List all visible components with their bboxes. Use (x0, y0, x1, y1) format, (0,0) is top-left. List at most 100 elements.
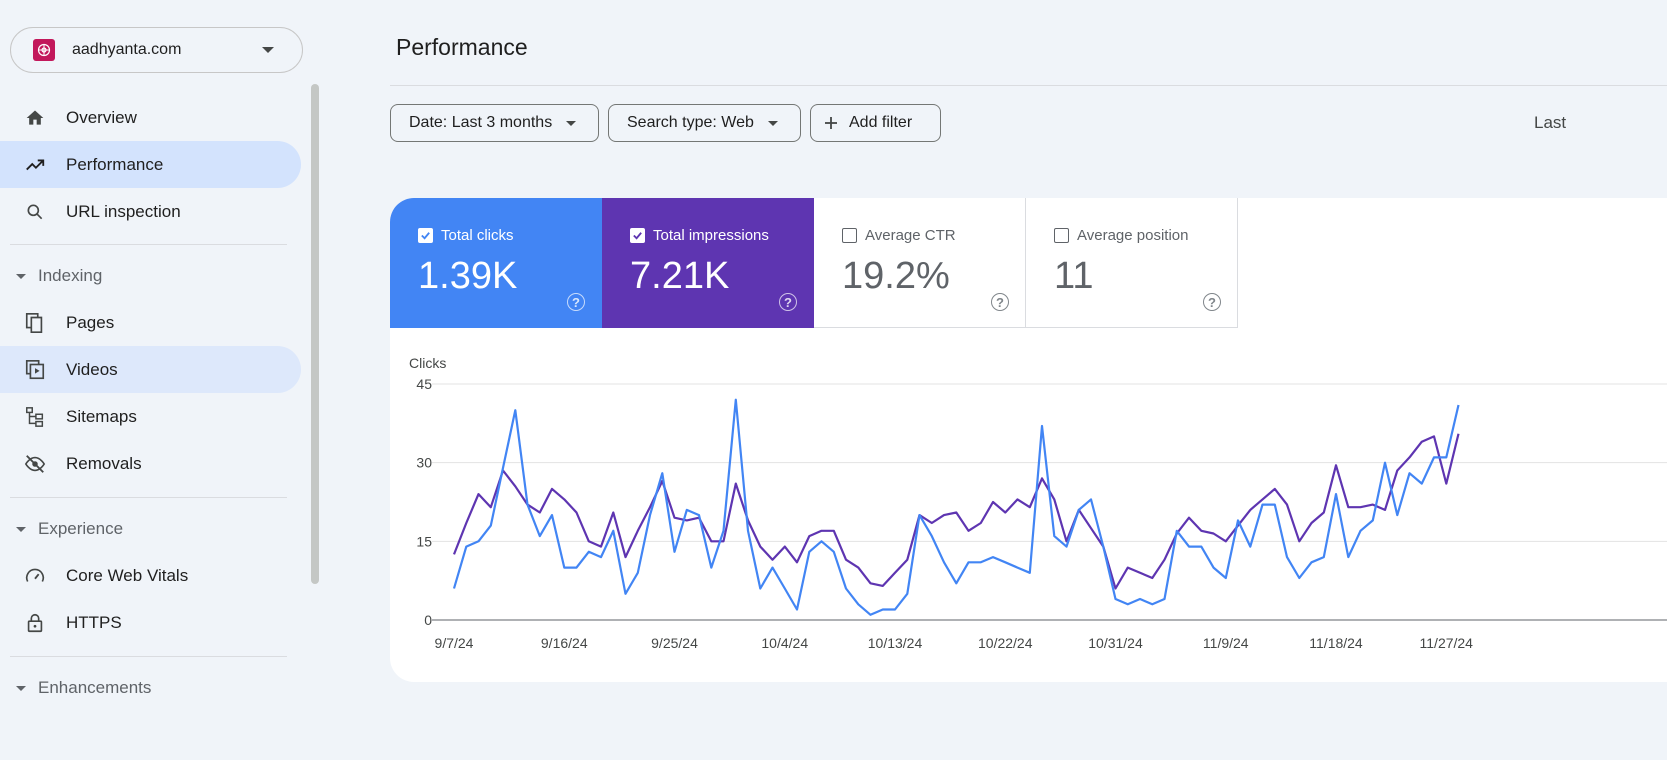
video-icon (23, 358, 47, 382)
checkbox-unchecked-icon[interactable] (1054, 228, 1069, 243)
nav-item-removals[interactable]: Removals (0, 440, 301, 487)
speedometer-icon (23, 564, 47, 588)
series-line-total-clicks (452, 398, 1460, 616)
page-title: Performance (396, 34, 528, 60)
add-filter-button[interactable]: Add filter (810, 104, 941, 142)
metric-value: 11 (1054, 255, 1094, 297)
help-icon[interactable]: ? (1203, 293, 1221, 311)
x-tick-label: 9/25/24 (651, 635, 698, 651)
metric-total-impressions[interactable]: Total impressions 7.21K ? (602, 198, 814, 328)
metric-average-ctr[interactable]: Average CTR 19.2% ? (814, 198, 1026, 328)
help-icon[interactable]: ? (779, 293, 797, 311)
checkbox-unchecked-icon[interactable] (842, 228, 857, 243)
series-line-total-impressions (452, 433, 1460, 590)
performance-card: Total clicks 1.39K ? Total impressions 7… (390, 198, 1667, 682)
trending-up-icon (23, 153, 47, 177)
x-tick-label: 9/16/24 (541, 635, 588, 651)
divider (10, 497, 287, 498)
x-tick-label: 9/7/24 (435, 635, 474, 651)
x-tick-label: 10/22/24 (978, 635, 1033, 651)
nav-label: Performance (66, 154, 164, 174)
date-filter-chip[interactable]: Date: Last 3 months (390, 104, 599, 142)
divider (10, 656, 287, 657)
divider (390, 85, 1667, 86)
nav-item-performance[interactable]: Performance (0, 141, 301, 188)
y-axis-label: Clicks (409, 355, 446, 371)
x-tick-label: 10/4/24 (761, 635, 808, 651)
nav-label: Sitemaps (66, 406, 137, 426)
x-tick-label: 11/18/24 (1309, 635, 1363, 651)
plus-icon (823, 115, 839, 131)
search-type-label: Search type: Web (627, 114, 754, 131)
home-icon (23, 106, 47, 130)
section-indexing[interactable]: Indexing (0, 264, 102, 288)
y-tick-label: 30 (416, 455, 432, 471)
nav-item-videos[interactable]: Videos (0, 346, 301, 393)
help-icon[interactable]: ? (567, 293, 585, 311)
nav-label: Pages (66, 312, 115, 332)
metric-header: Total impressions (630, 227, 769, 244)
nav-item-url-inspection[interactable]: URL inspection (0, 188, 301, 235)
chevron-down-icon (262, 47, 274, 53)
x-tick-label: 10/13/24 (868, 635, 923, 651)
x-tick-label: 11/27/24 (1420, 635, 1474, 651)
x-tick-label: 11/9/24 (1203, 635, 1249, 651)
y-tick-label: 45 (416, 376, 432, 392)
caret-down-icon (16, 273, 26, 279)
metric-value: 1.39K (418, 255, 518, 297)
date-filter-label: Date: Last 3 months (409, 114, 553, 131)
nav-label: Removals (66, 453, 142, 473)
last-updated-text: Last (1534, 113, 1567, 132)
chart-svg: Clicks 0 15 30 45 9/7/24 9/16/24 9/25/24 10/4/24… (409, 355, 1667, 651)
nav-label: Overview (66, 107, 137, 127)
sidebar: aadhyanta.com Overview Performance URL i… (0, 0, 320, 760)
search-icon (23, 200, 47, 224)
metric-average-position[interactable]: Average position 11 ? (1026, 198, 1238, 328)
help-icon[interactable]: ? (991, 293, 1009, 311)
metric-total-clicks[interactable]: Total clicks 1.39K ? (390, 198, 602, 328)
chevron-down-icon (767, 120, 778, 126)
metric-value: 7.21K (630, 255, 730, 297)
checkbox-checked-icon[interactable] (630, 228, 645, 243)
add-filter-label: Add filter (849, 114, 913, 131)
x-tick-label: 10/31/24 (1088, 635, 1143, 651)
nav-item-sitemaps[interactable]: Sitemaps (0, 393, 301, 440)
section-experience[interactable]: Experience (0, 517, 123, 541)
nav-label: URL inspection (66, 201, 181, 221)
section-enhancements[interactable]: Enhancements (0, 676, 151, 700)
section-label: Experience (38, 519, 124, 538)
caret-down-icon (16, 526, 26, 532)
metric-label: Average CTR (865, 227, 956, 244)
lock-icon (23, 611, 47, 635)
y-tick-label: 15 (416, 533, 432, 549)
chevron-down-icon (566, 120, 577, 126)
property-selector[interactable]: aadhyanta.com (10, 27, 303, 73)
nav-label: Videos (66, 359, 118, 379)
metric-label: Total clicks (441, 227, 514, 244)
metric-value: 19.2% (842, 255, 950, 297)
nav-item-core-web-vitals[interactable]: Core Web Vitals (0, 552, 301, 599)
sitemap-icon (23, 405, 47, 429)
section-label: Indexing (38, 266, 103, 285)
sidebar-scrollbar[interactable] (311, 84, 319, 584)
divider (10, 244, 287, 245)
property-name: aadhyanta.com (72, 41, 182, 58)
metric-header: Average position (1054, 227, 1188, 244)
search-type-chip[interactable]: Search type: Web (608, 104, 801, 142)
nav-item-https[interactable]: HTTPS (0, 599, 301, 646)
caret-down-icon (16, 685, 26, 691)
pages-icon (23, 311, 47, 335)
metric-header: Total clicks (418, 227, 514, 244)
checkbox-checked-icon[interactable] (418, 228, 433, 243)
clicks-chart: Clicks 0 15 30 45 9/7/24 9/16/24 9/25/24 10/4/24… (390, 348, 1667, 682)
section-label: Enhancements (38, 678, 152, 697)
metric-header: Average CTR (842, 227, 956, 244)
nav-item-overview[interactable]: Overview (0, 94, 301, 141)
metric-label: Average position (1077, 227, 1189, 244)
metric-label: Total impressions (653, 227, 769, 244)
visibility-off-icon (23, 452, 47, 476)
nav-label: HTTPS (66, 612, 122, 632)
y-tick-label: 0 (424, 612, 432, 628)
nav-item-pages[interactable]: Pages (0, 299, 301, 346)
site-favicon-icon (33, 39, 55, 61)
